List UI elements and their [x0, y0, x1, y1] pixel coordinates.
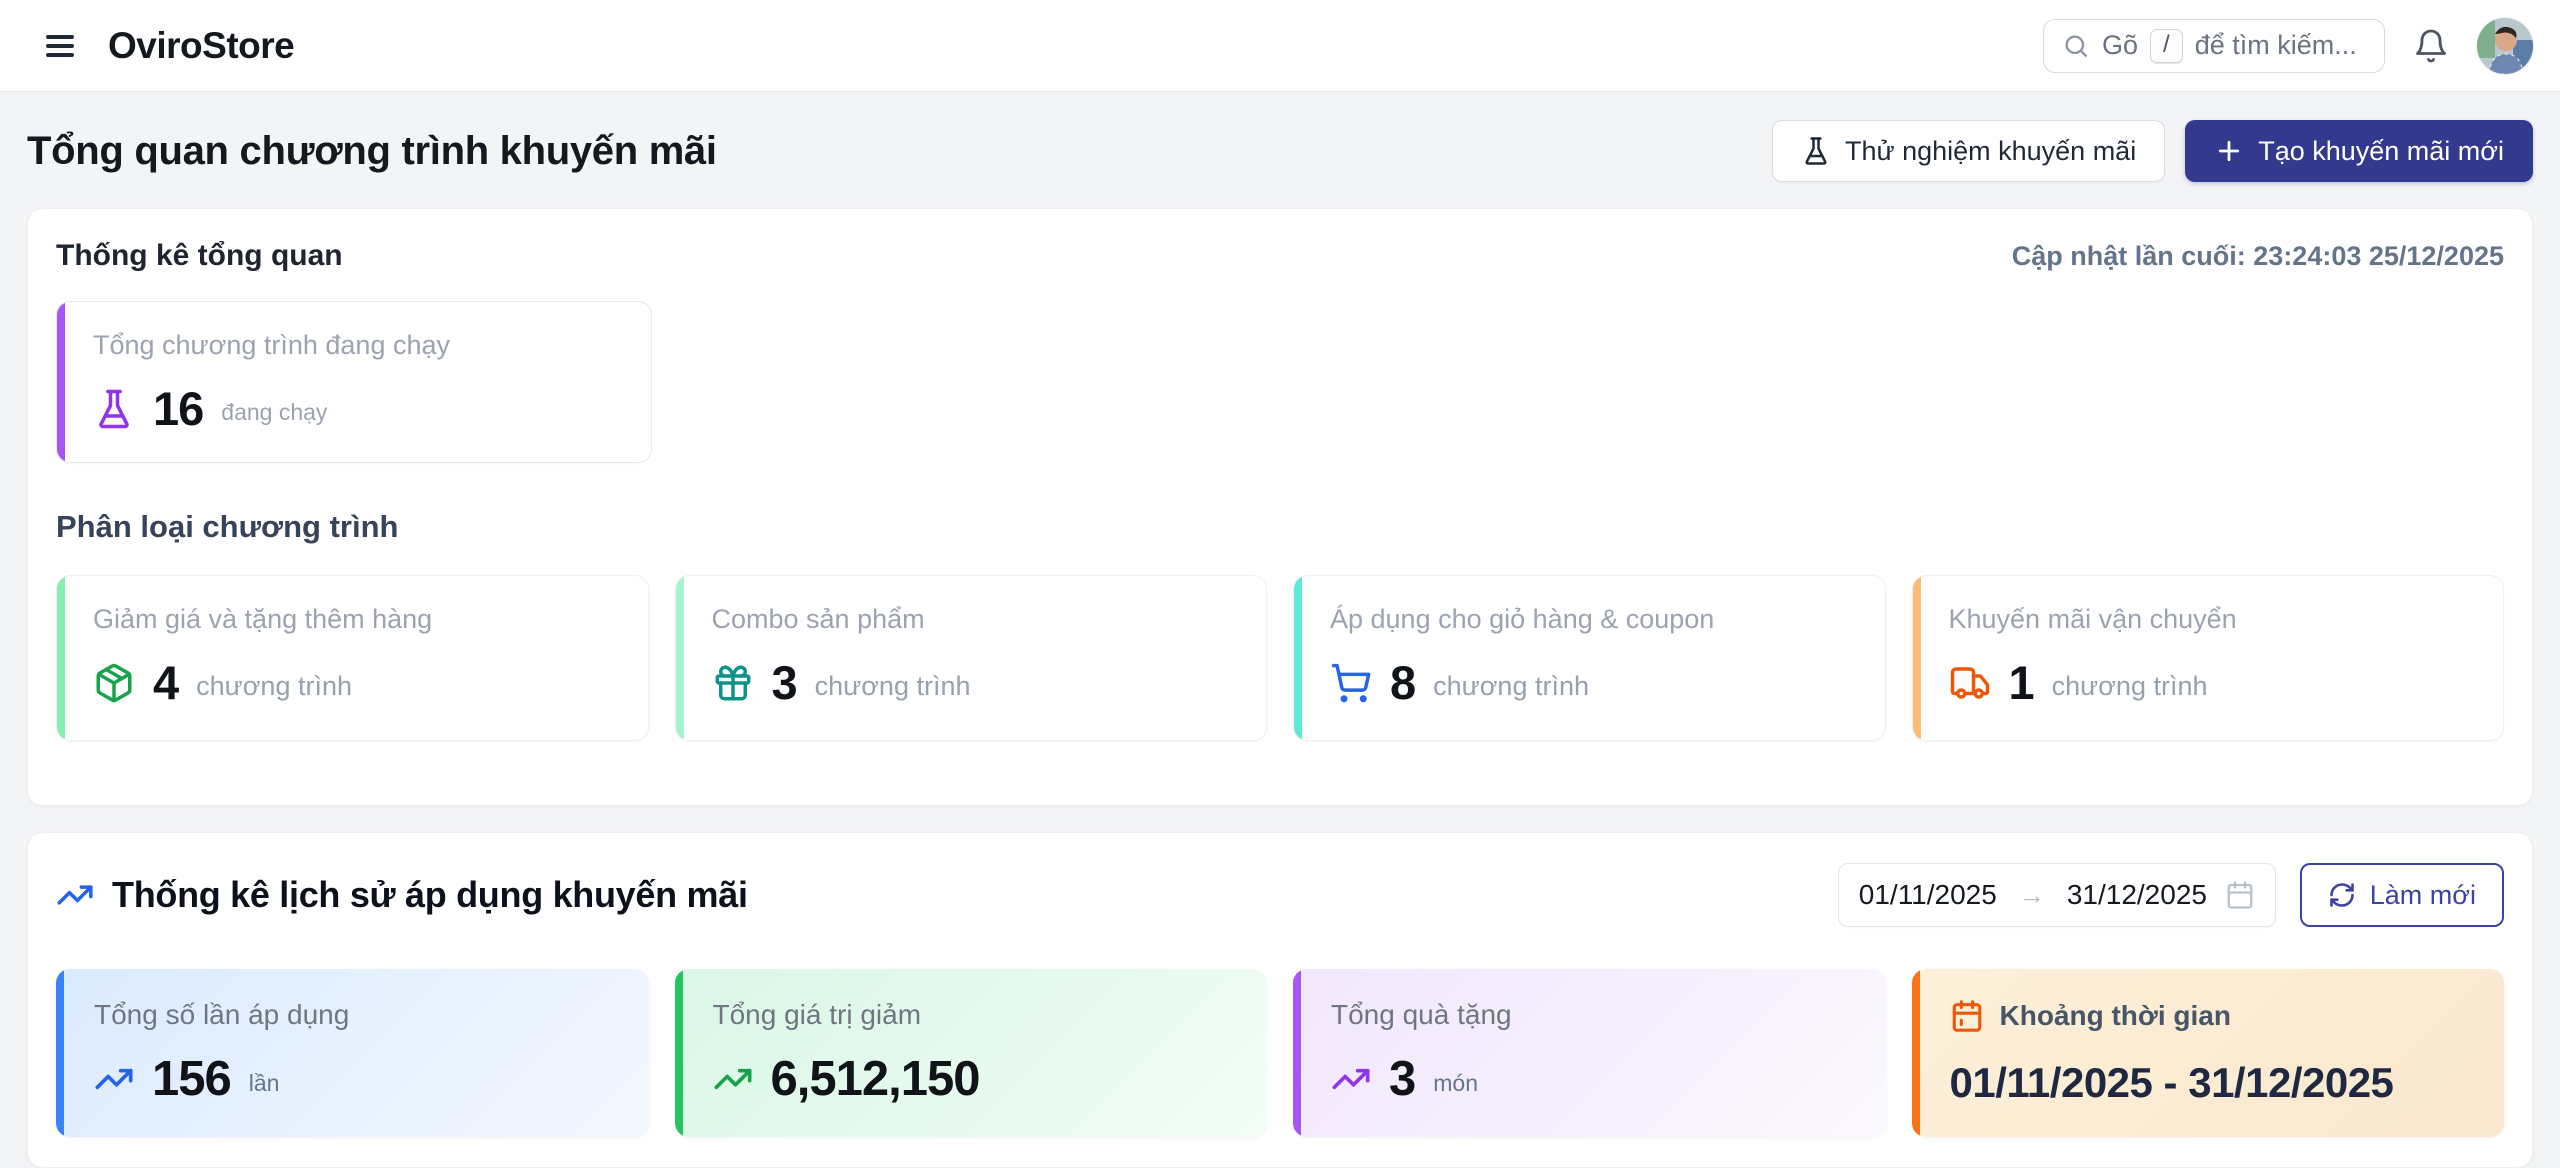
flask-icon [93, 388, 135, 430]
refresh-icon [2328, 881, 2356, 909]
category-unit: chương trình [196, 671, 352, 701]
running-programs-value: 16 [153, 382, 204, 435]
category-cards-row: Giảm giá và tặng thêm hàng 4 chương trìn… [56, 575, 2504, 775]
trending-up-icon [56, 876, 94, 914]
menu-icon[interactable] [42, 28, 78, 64]
stat-card-total-discount[interactable]: Tổng giá trị giảm 6,512,150 [674, 969, 1267, 1137]
stat-label: Tổng quà tặng [1331, 999, 1512, 1030]
history-stats-row: Tổng số lần áp dụng 156 lần Tổng giá trị… [56, 969, 2504, 1137]
notifications-bell-icon[interactable] [2413, 28, 2449, 64]
refresh-button[interactable]: Làm mới [2299, 863, 2504, 927]
stat-value: 3 [1389, 1052, 1416, 1106]
flask-icon [1801, 136, 1831, 166]
categories-title: Phân loại chương trình [56, 509, 399, 544]
package-icon [93, 662, 135, 704]
test-promotion-label: Thử nghiệm khuyến mãi [1844, 135, 2137, 166]
category-label: Khuyến mãi vận chuyển [1948, 604, 2237, 634]
category-label: Áp dụng cho giỏ hàng & coupon [1330, 604, 1715, 634]
category-card-combo[interactable]: Combo sản phẩm 3 chương trình [674, 575, 1267, 741]
last-updated-text: Cập nhật lần cuối: 23:24:03 25/12/2025 [2011, 240, 2504, 271]
date-from[interactable]: 01/11/2025 [1858, 879, 1997, 910]
stat-label: Tổng giá trị giảm [712, 999, 922, 1030]
history-section: Thống kê lịch sử áp dụng khuyến mãi 01/1… [27, 832, 2533, 1168]
calendar-icon [2225, 880, 2255, 910]
brand-logo[interactable]: OviroStore [108, 24, 295, 66]
category-card-shipping[interactable]: Khuyến mãi vận chuyển 1 chương trình [1911, 575, 2504, 741]
category-card-cart-coupon[interactable]: Áp dụng cho giỏ hàng & coupon 8 chương t… [1293, 575, 1886, 741]
stat-label: Khoảng thời gian [1999, 1000, 2231, 1031]
date-to[interactable]: 31/12/2025 [2066, 879, 2207, 910]
stat-card-total-applications[interactable]: Tổng số lần áp dụng 156 lần [56, 969, 649, 1137]
search-icon [2062, 32, 2090, 60]
create-promotion-label: Tạo khuyến mãi mới [2258, 135, 2504, 166]
top-bar: OviroStore Gõ / để tìm kiếm... [0, 0, 2560, 92]
trending-up-icon [94, 1059, 134, 1099]
overview-section: Thống kê tổng quan Cập nhật lần cuối: 23… [27, 208, 2533, 806]
running-programs-card[interactable]: Tổng chương trình đang chạy 16 đang chạy [56, 301, 652, 463]
category-value: 4 [153, 656, 179, 709]
category-value: 8 [1390, 656, 1416, 709]
calendar-icon [1950, 999, 1984, 1033]
trending-up-icon [713, 1059, 753, 1099]
stat-unit: lần [248, 1069, 280, 1096]
stat-value: 156 [152, 1052, 232, 1106]
category-unit: chương trình [1433, 671, 1589, 701]
running-programs-unit: đang chạy [221, 399, 328, 425]
stat-unit: món [1433, 1069, 1479, 1096]
create-promotion-button[interactable]: Tạo khuyến mãi mới [2185, 120, 2533, 182]
history-section-title: Thống kê lịch sử áp dụng khuyến mãi [112, 874, 748, 915]
category-unit: chương trình [2051, 671, 2208, 701]
truck-icon [1949, 662, 1991, 704]
search-input[interactable]: Gõ / để tìm kiếm... [2043, 18, 2385, 73]
stat-value: 6,512,150 [770, 1052, 981, 1106]
stat-label: Tổng số lần áp dụng [94, 999, 350, 1030]
category-value: 3 [771, 656, 798, 709]
plus-icon [2214, 136, 2244, 166]
refresh-label: Làm mới [2369, 879, 2476, 910]
search-placeholder-prefix: Gõ [2102, 30, 2139, 60]
overview-section-title: Thống kê tổng quan [56, 239, 343, 272]
slash-keycap: / [2150, 28, 2183, 63]
page-title: Tổng quan chương trình khuyến mãi [27, 128, 717, 173]
search-placeholder-suffix: để tìm kiếm... [2194, 30, 2357, 60]
category-label: Giảm giá và tặng thêm hàng [93, 604, 433, 634]
stat-card-total-gifts[interactable]: Tổng quà tặng 3 món [1293, 969, 1886, 1137]
category-label: Combo sản phẩm [711, 604, 925, 634]
stat-value: 01/11/2025 - 31/12/2025 [1949, 1059, 2394, 1106]
gift-icon [712, 662, 754, 704]
running-programs-label: Tổng chương trình đang chạy [93, 330, 450, 360]
page-header: Tổng quan chương trình khuyến mãi Thử ng… [27, 120, 2533, 182]
user-avatar[interactable] [2477, 17, 2533, 74]
date-range-picker[interactable]: 01/11/2025 → 31/12/2025 [1837, 863, 2276, 927]
category-value: 1 [2008, 656, 2035, 709]
shopping-cart-icon [1330, 662, 1372, 704]
trending-up-icon [1331, 1059, 1371, 1099]
test-promotion-button[interactable]: Thử nghiệm khuyến mãi [1771, 120, 2166, 182]
stat-card-date-range[interactable]: Khoảng thời gian 01/11/2025 - 31/12/2025 [1911, 969, 2504, 1137]
category-card-discount-gift[interactable]: Giảm giá và tặng thêm hàng 4 chương trìn… [56, 575, 649, 741]
arrow-right-icon: → [2018, 879, 2045, 910]
category-unit: chương trình [814, 671, 971, 701]
